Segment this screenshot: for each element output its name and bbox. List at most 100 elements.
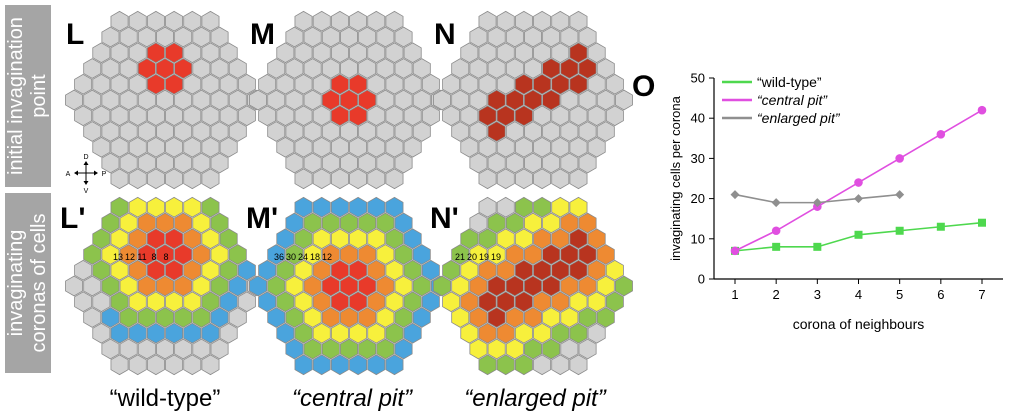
hex-cell	[110, 196, 129, 218]
hex-cell	[376, 275, 395, 297]
hex-cell	[551, 10, 570, 32]
hex-cell	[119, 338, 138, 360]
hex-cell	[403, 105, 422, 127]
hex-cell	[605, 259, 624, 281]
hex-cell	[524, 307, 542, 328]
hex-cell	[542, 26, 561, 48]
hex-cell	[385, 136, 404, 158]
hex-cell	[496, 136, 515, 158]
hex-cell	[551, 196, 570, 218]
hex-cell	[412, 121, 431, 142]
hex-cell	[276, 136, 295, 158]
corona-number-label: 20	[467, 252, 477, 262]
hex-cell	[340, 89, 358, 111]
hex-cell	[128, 73, 147, 95]
hex-cell	[442, 73, 461, 95]
hex-cell	[174, 58, 193, 79]
hex-cell	[165, 42, 184, 64]
hex-cell	[110, 228, 129, 250]
y-tick-label: 0	[698, 272, 705, 287]
hex-cell	[285, 307, 304, 328]
hex-cell	[330, 73, 349, 95]
hex-cell	[349, 196, 368, 218]
hex-cell	[276, 105, 295, 127]
hex-cell	[330, 10, 349, 32]
hex-cell	[303, 152, 322, 174]
hex-cell	[330, 105, 349, 127]
hex-cell	[303, 26, 322, 48]
hex-cell	[569, 196, 588, 218]
legend: “wild-type” “central pit” “enlarged pit”	[722, 74, 841, 126]
hex-cell	[451, 244, 470, 265]
hex-cell	[285, 152, 304, 174]
hex-cell	[394, 152, 413, 174]
hex-cell	[349, 322, 368, 344]
hex-cell	[156, 152, 174, 174]
hex-cell	[533, 322, 552, 344]
hex-cell	[146, 291, 165, 313]
hex-cell	[321, 244, 340, 265]
hex-cell	[349, 42, 368, 64]
hex-cell	[137, 58, 156, 79]
hex-cell	[460, 228, 479, 250]
hex-cell	[303, 212, 322, 234]
hex-cell	[358, 152, 377, 174]
hex-cell	[385, 354, 404, 376]
hex-cell	[596, 58, 615, 79]
hex-cell	[460, 105, 479, 127]
hex-cell	[210, 307, 229, 328]
hex-cell	[478, 105, 497, 127]
hex-cell	[442, 291, 461, 313]
hex-cell	[403, 228, 422, 250]
hex-cell	[174, 212, 193, 234]
hex-cell	[349, 291, 368, 313]
hex-cell	[487, 244, 506, 265]
hex-cell	[219, 42, 238, 64]
hex-cell	[569, 10, 588, 32]
data-point	[895, 190, 905, 200]
hex-cell	[219, 228, 238, 250]
hex-cell	[469, 275, 488, 297]
hex-cell	[578, 58, 597, 79]
hex-cell	[496, 168, 515, 190]
hex-cell	[192, 244, 211, 265]
hex-cell	[542, 338, 561, 360]
hex-cell	[183, 322, 202, 344]
hex-cell	[560, 275, 579, 297]
hex-cell	[156, 121, 174, 142]
hex-cell	[596, 307, 615, 328]
hex-cell	[340, 307, 358, 328]
hex-cell	[137, 152, 156, 174]
hex-cell	[460, 73, 479, 95]
hex-cell	[596, 275, 615, 297]
hex-cell	[469, 26, 488, 48]
panel-letter-n: N	[434, 18, 456, 51]
hex-cell	[210, 152, 229, 174]
hex-cell	[101, 26, 120, 48]
data-point	[854, 230, 863, 239]
hex-cell	[219, 291, 238, 313]
hex-cell	[285, 275, 304, 297]
hex-cell	[92, 259, 111, 281]
hex-cell	[128, 136, 147, 158]
panel-letter-l: L	[66, 18, 85, 51]
hex-cell	[524, 152, 542, 174]
hex-cell	[551, 105, 570, 127]
hex-cell	[478, 73, 497, 95]
panel-letter-l-prime: L'	[60, 202, 86, 235]
hex-cell	[403, 291, 422, 313]
hex-cell	[92, 228, 111, 250]
hex-cell	[412, 89, 431, 111]
hex-cell	[101, 338, 120, 360]
hex-cell	[183, 196, 202, 218]
hex-cell	[367, 196, 386, 218]
hex-cell	[201, 228, 220, 250]
hex-cell	[524, 338, 542, 360]
hex-cell	[505, 212, 524, 234]
hex-cell	[146, 136, 165, 158]
hex-cell	[385, 322, 404, 344]
hex-cell	[146, 228, 165, 250]
hex-cell	[578, 275, 597, 297]
hex-cell	[201, 136, 220, 158]
corona-number-label: 24	[298, 252, 308, 262]
